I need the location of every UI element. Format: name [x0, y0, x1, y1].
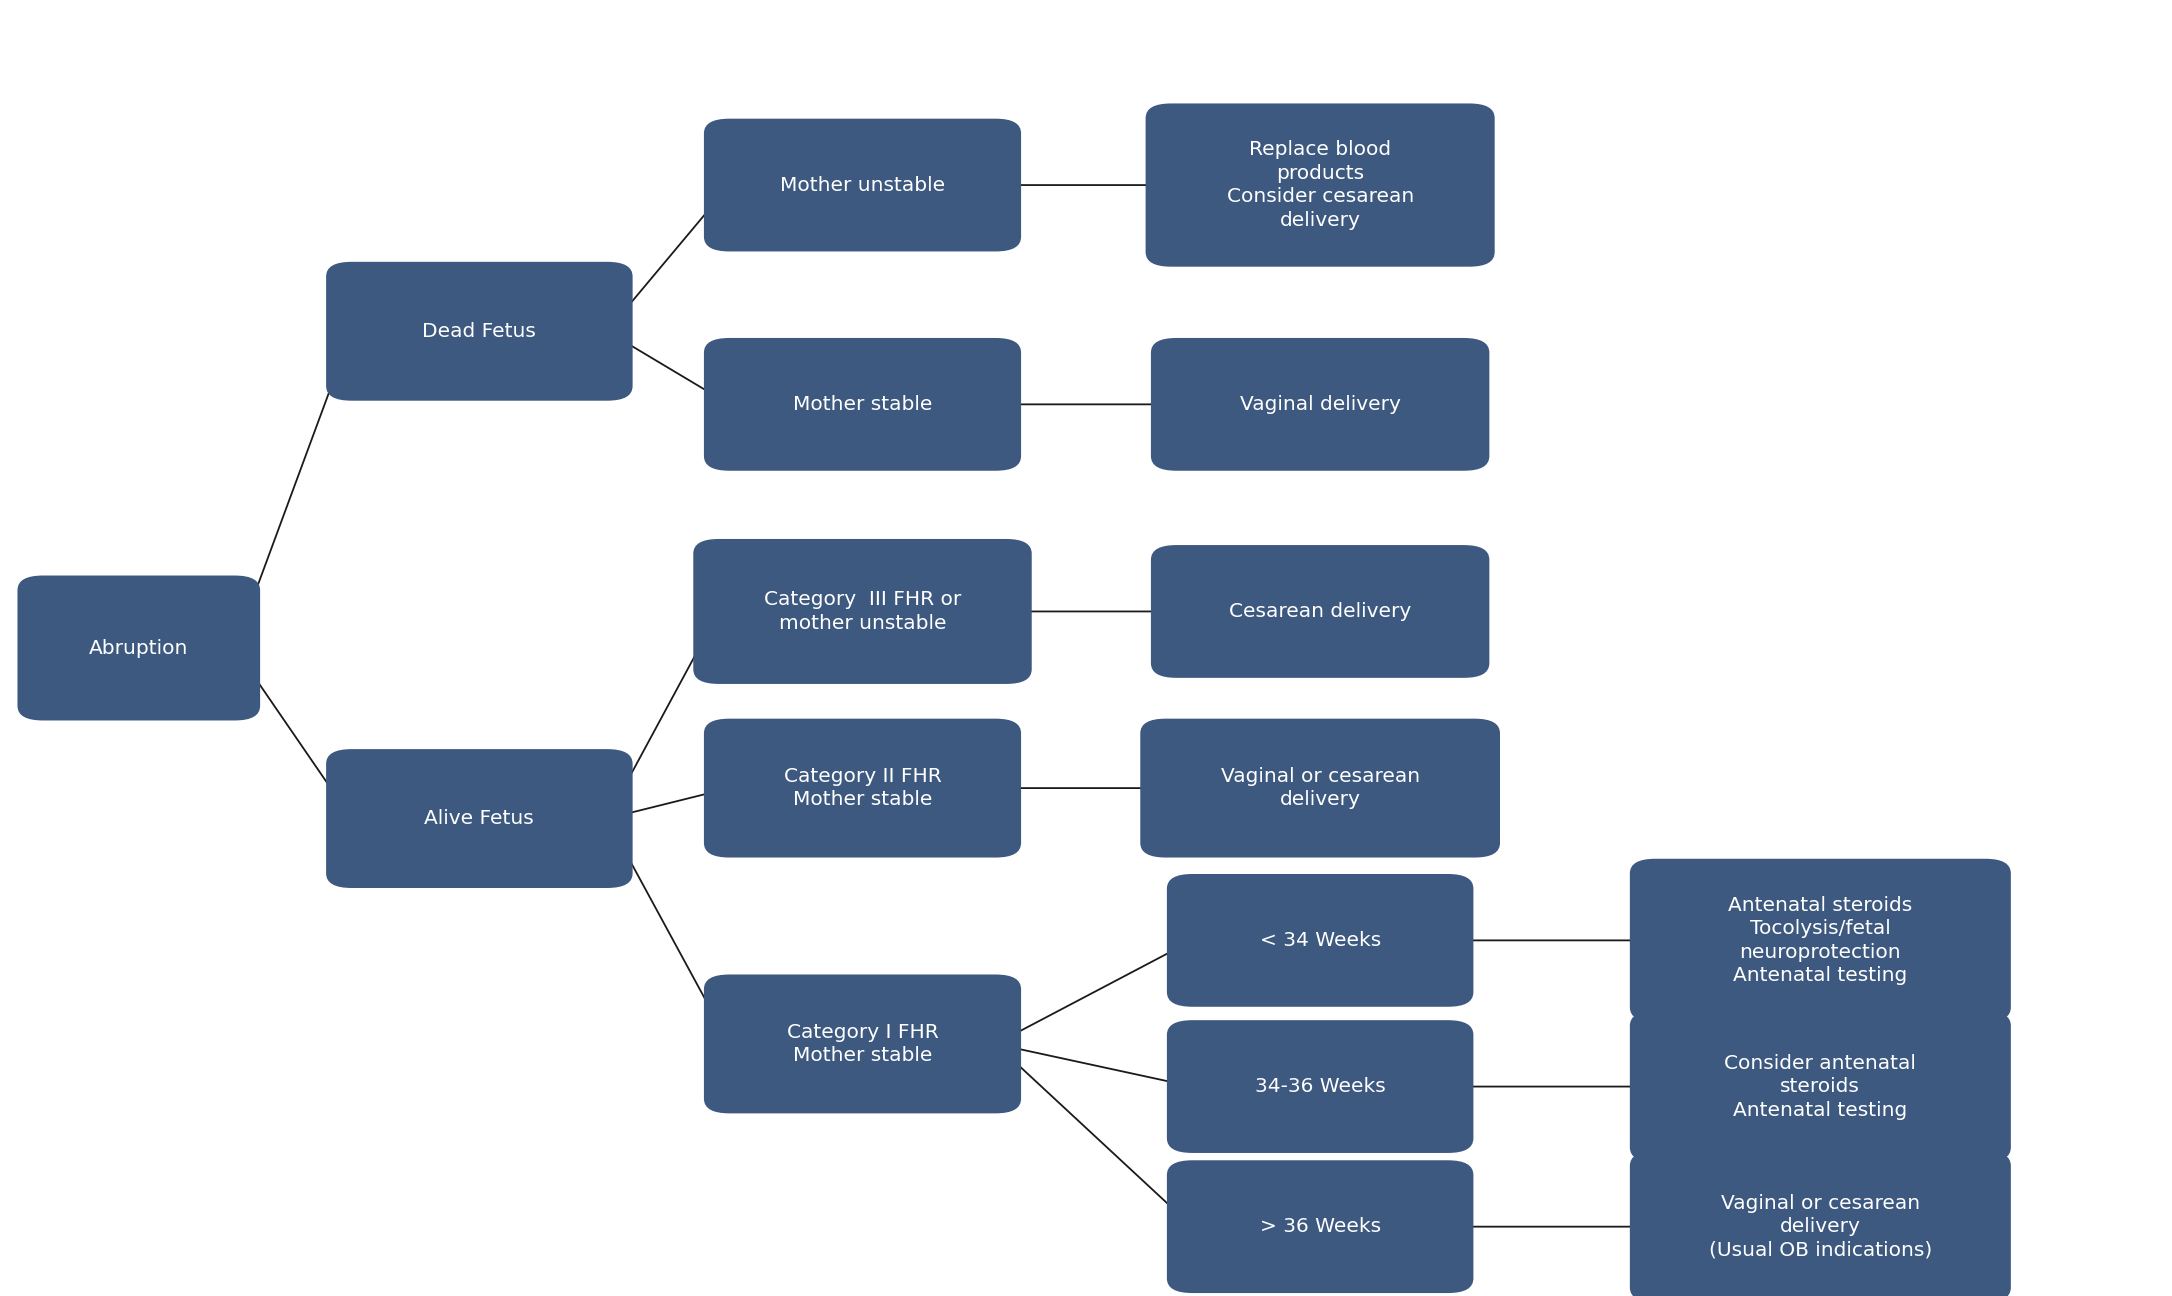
FancyBboxPatch shape: [1145, 104, 1494, 267]
FancyBboxPatch shape: [704, 719, 1021, 858]
FancyBboxPatch shape: [1151, 546, 1490, 678]
FancyBboxPatch shape: [704, 119, 1021, 251]
Text: 34-36 Weeks: 34-36 Weeks: [1255, 1077, 1386, 1096]
FancyBboxPatch shape: [17, 575, 261, 721]
Text: Consider antenatal
steroids
Antenatal testing: Consider antenatal steroids Antenatal te…: [1725, 1054, 1916, 1120]
Text: Category II FHR
Mother stable: Category II FHR Mother stable: [784, 767, 940, 809]
FancyBboxPatch shape: [704, 338, 1021, 470]
Text: Vaginal or cesarean
delivery: Vaginal or cesarean delivery: [1221, 767, 1420, 809]
FancyBboxPatch shape: [1166, 874, 1473, 1007]
Text: Category  III FHR or
mother unstable: Category III FHR or mother unstable: [765, 590, 962, 632]
Text: Replace blood
products
Consider cesarean
delivery: Replace blood products Consider cesarean…: [1227, 140, 1414, 229]
Text: Antenatal steroids
Tocolysis/fetal
neuroprotection
Antenatal testing: Antenatal steroids Tocolysis/fetal neuro…: [1729, 896, 1914, 985]
FancyBboxPatch shape: [1629, 1011, 2011, 1163]
Text: > 36 Weeks: > 36 Weeks: [1260, 1217, 1381, 1236]
FancyBboxPatch shape: [326, 749, 632, 888]
Text: Vaginal delivery: Vaginal delivery: [1240, 395, 1401, 413]
FancyBboxPatch shape: [1151, 338, 1490, 470]
FancyBboxPatch shape: [326, 262, 632, 400]
Text: Abruption: Abruption: [89, 639, 189, 657]
Text: Vaginal or cesarean
delivery
(Usual OB indications): Vaginal or cesarean delivery (Usual OB i…: [1709, 1194, 1931, 1260]
FancyBboxPatch shape: [704, 975, 1021, 1113]
FancyBboxPatch shape: [1140, 719, 1501, 858]
Text: Mother unstable: Mother unstable: [780, 175, 945, 194]
Text: Category I FHR
Mother stable: Category I FHR Mother stable: [786, 1023, 938, 1065]
FancyBboxPatch shape: [1166, 1020, 1473, 1153]
FancyBboxPatch shape: [1629, 859, 2011, 1023]
Text: Dead Fetus: Dead Fetus: [421, 321, 536, 341]
Text: < 34 Weeks: < 34 Weeks: [1260, 931, 1381, 950]
FancyBboxPatch shape: [693, 539, 1032, 684]
FancyBboxPatch shape: [1166, 1160, 1473, 1293]
Text: Cesarean delivery: Cesarean delivery: [1229, 601, 1412, 621]
Text: Alive Fetus: Alive Fetus: [424, 809, 534, 828]
Text: Mother stable: Mother stable: [793, 395, 932, 413]
FancyBboxPatch shape: [1629, 1151, 2011, 1296]
